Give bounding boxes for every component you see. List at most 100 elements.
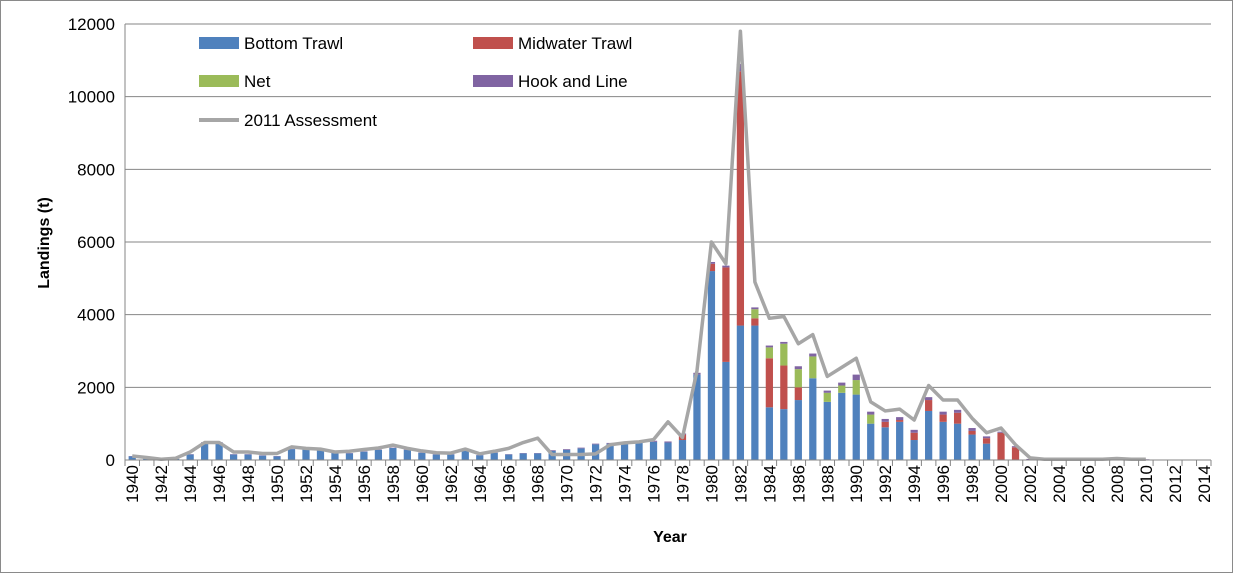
bar-bottom-trawl xyxy=(650,442,657,460)
x-tick-label: 2002 xyxy=(1021,465,1040,503)
bar-bottom-trawl xyxy=(635,443,642,460)
bar-hook-and-line xyxy=(853,375,860,380)
bar-bottom-trawl xyxy=(867,424,874,460)
x-tick-label: 2012 xyxy=(1166,465,1185,503)
bar-bottom-trawl xyxy=(462,451,469,460)
bar-net xyxy=(838,386,845,393)
bar-bottom-trawl xyxy=(780,409,787,460)
x-tick-label: 1970 xyxy=(558,465,577,503)
bar-hook-and-line xyxy=(751,307,758,309)
bar-bottom-trawl xyxy=(621,444,628,460)
bar-bottom-trawl xyxy=(346,453,353,460)
bar-hook-and-line xyxy=(578,448,585,449)
legend-label-net: Net xyxy=(244,72,271,91)
bar-bottom-trawl xyxy=(447,455,454,460)
line-2011-assessment xyxy=(132,31,1146,459)
bar-hook-and-line xyxy=(780,342,787,344)
bar-midwater-trawl xyxy=(795,387,802,400)
bar-hook-and-line xyxy=(722,266,729,268)
bar-midwater-trawl xyxy=(925,400,932,411)
bar-bottom-trawl xyxy=(404,450,411,460)
bar-net xyxy=(867,415,874,424)
bar-bottom-trawl xyxy=(679,440,686,460)
bar-hook-and-line xyxy=(867,412,874,415)
bar-net xyxy=(751,309,758,318)
bar-net xyxy=(853,380,860,395)
bar-bottom-trawl xyxy=(273,456,280,460)
bar-bottom-trawl xyxy=(853,395,860,460)
x-tick-label: 1996 xyxy=(934,465,953,503)
bar-bottom-trawl xyxy=(520,453,527,460)
bar-bottom-trawl xyxy=(795,400,802,460)
x-tick-label: 1986 xyxy=(789,465,808,503)
bar-bottom-trawl xyxy=(968,435,975,460)
bar-bottom-trawl xyxy=(375,450,382,460)
bar-hook-and-line xyxy=(983,436,990,438)
bar-midwater-trawl xyxy=(954,413,961,424)
x-tick-label: 1994 xyxy=(905,465,924,503)
bar-hook-and-line xyxy=(940,412,947,415)
x-tick-label: 1960 xyxy=(413,465,432,503)
bar-net xyxy=(795,369,802,387)
bar-bottom-trawl xyxy=(418,453,425,460)
gridlines xyxy=(125,24,1211,387)
y-tick-label: 10000 xyxy=(68,88,115,107)
legend-label-2011-assessment: 2011 Assessment xyxy=(244,111,377,130)
x-tick-label: 1968 xyxy=(529,465,548,503)
legend: Bottom Trawl Midwater Trawl Net Hook and Li… xyxy=(199,34,632,130)
bar-net xyxy=(824,393,831,402)
bar-midwater-trawl xyxy=(722,267,729,361)
bar-bottom-trawl xyxy=(534,453,541,460)
bar-bottom-trawl xyxy=(940,422,947,460)
bar-bottom-trawl xyxy=(433,455,440,460)
bar-bottom-trawl xyxy=(505,455,512,460)
bar-hook-and-line xyxy=(664,441,671,442)
legend-label-bottom-trawl: Bottom Trawl xyxy=(244,34,343,53)
x-tick-label: 1954 xyxy=(326,465,345,503)
x-tick-label: 2008 xyxy=(1108,465,1127,503)
bar-bottom-trawl xyxy=(360,452,367,460)
y-tick-label: 0 xyxy=(106,451,115,470)
bar-midwater-trawl xyxy=(997,433,1004,460)
x-tick-label: 2014 xyxy=(1195,465,1214,503)
bar-bottom-trawl xyxy=(911,440,918,460)
bar-hook-and-line xyxy=(954,410,961,413)
x-tick-label: 1952 xyxy=(297,465,316,503)
bar-bottom-trawl xyxy=(751,326,758,460)
y-tick-label: 8000 xyxy=(77,160,115,179)
x-tick-label: 1948 xyxy=(239,465,258,503)
bar-hook-and-line xyxy=(766,346,773,348)
bar-bottom-trawl xyxy=(882,427,889,460)
bar-midwater-trawl xyxy=(780,366,787,410)
x-tick-label: 1964 xyxy=(471,465,490,503)
legend-label-midwater-trawl: Midwater Trawl xyxy=(518,34,632,53)
x-tick-label: 1984 xyxy=(760,465,779,503)
bar-midwater-trawl xyxy=(911,433,918,440)
x-tick-label: 1972 xyxy=(587,465,606,503)
x-tick-label: 1940 xyxy=(123,465,142,503)
bar-hook-and-line xyxy=(882,419,889,422)
x-tick-label: 1958 xyxy=(384,465,403,503)
bar-midwater-trawl xyxy=(766,358,773,407)
x-tick-label: 1980 xyxy=(702,465,721,503)
bar-midwater-trawl xyxy=(896,420,903,422)
bar-net xyxy=(766,347,773,358)
y-tick-label: 12000 xyxy=(68,15,115,34)
x-tick-label: 1962 xyxy=(442,465,461,503)
legend-label-hook-and-line: Hook and Line xyxy=(518,72,628,91)
bar-bottom-trawl xyxy=(809,378,816,460)
bar-net xyxy=(780,344,787,366)
bar-bottom-trawl xyxy=(230,455,237,460)
bar-midwater-trawl xyxy=(737,71,744,325)
x-tick-label: 1950 xyxy=(268,465,287,503)
x-tick-label: 2010 xyxy=(1137,465,1156,503)
bar-bottom-trawl xyxy=(664,443,671,460)
bar-bottom-trawl xyxy=(259,456,266,460)
bar-hook-and-line xyxy=(896,417,903,420)
x-tick-label: 1990 xyxy=(847,465,866,503)
y-tick-label: 6000 xyxy=(77,233,115,252)
x-axis-title: Year xyxy=(653,529,687,546)
bar-hook-and-line xyxy=(968,428,975,431)
